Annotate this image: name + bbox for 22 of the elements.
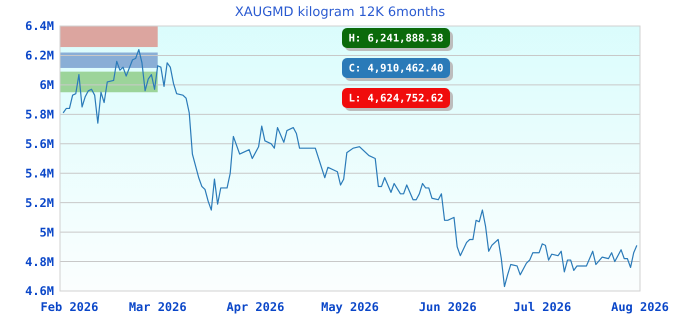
y-tick-label: 6.2M xyxy=(25,48,54,63)
x-tick-label: Aug 2026 xyxy=(611,300,669,314)
y-tick-label: 5.2M xyxy=(25,196,54,210)
y-tick-label: 4.6M xyxy=(25,284,54,298)
x-tick-label: Apr 2026 xyxy=(226,300,284,314)
y-tick-label: 5.4M xyxy=(25,166,54,180)
y-tick-label: 6M xyxy=(40,78,54,92)
x-tick-label: Feb 2026 xyxy=(40,300,98,314)
x-tick-label: Jul 2026 xyxy=(513,300,572,314)
y-tick-label: 5M xyxy=(40,225,54,240)
y-tick-label: 5.6M xyxy=(25,136,54,151)
y-tick-label: 6.4M xyxy=(25,19,54,34)
x-tick-label: Mar 2026 xyxy=(128,300,187,314)
line-series xyxy=(62,48,638,288)
chart-title: XAUGMD kilogram 12K 6months xyxy=(234,5,446,20)
x-tick-label: Jun 2026 xyxy=(418,300,477,314)
x-tick-label: May 2026 xyxy=(321,300,379,314)
annotation: L: 4,624,752.62 xyxy=(348,92,444,105)
annotation: H: 6,241,888.38 xyxy=(348,32,444,45)
y-tick-label: 5.8M xyxy=(25,108,54,122)
y-tick-label: 4.8M xyxy=(25,254,54,269)
annotation: C: 4,910,462.40 xyxy=(348,62,444,75)
